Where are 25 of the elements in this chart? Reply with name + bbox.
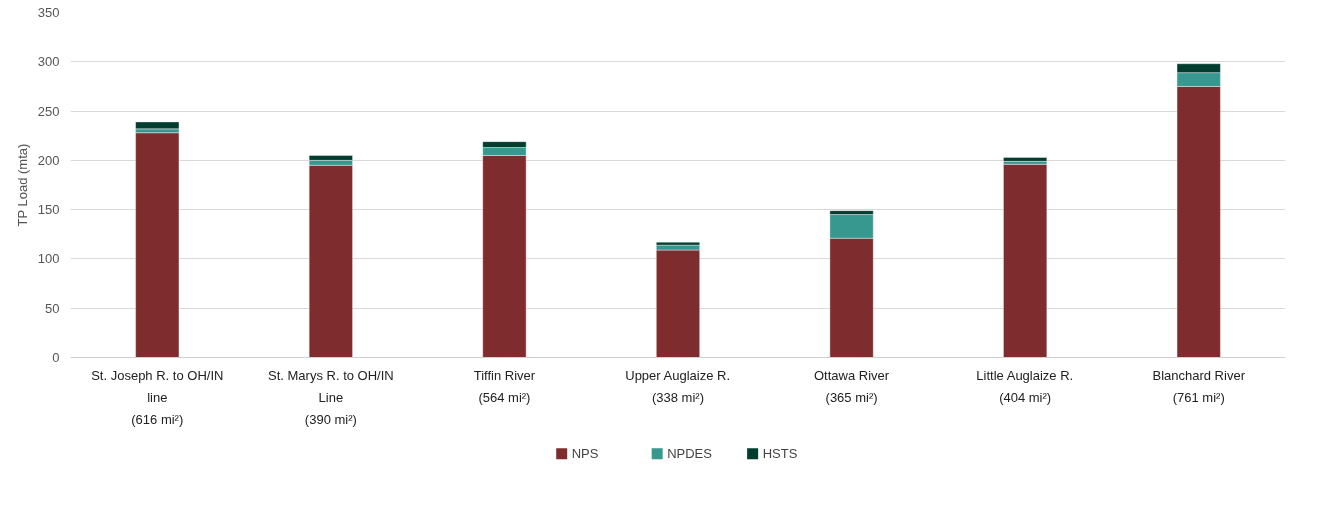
x-tick-label: Upper Auglaize R. (338 mi²): [625, 368, 731, 406]
legend-label: HSTS: [762, 446, 798, 462]
y-tick-label: 250: [37, 103, 60, 119]
legend-label: NPDES: [667, 446, 713, 462]
x-tick-label: Little Auglaize R. (404 mi²): [976, 368, 1074, 406]
bar: [1002, 156, 1048, 162]
y-tick-label: 150: [37, 202, 60, 218]
y-axis-title: TP Load (mta): [14, 143, 30, 227]
legend-label: NPS: [571, 446, 599, 462]
y-tick-label: 300: [37, 54, 60, 70]
bar: [655, 249, 701, 358]
y-tick-label: 50: [45, 300, 60, 316]
x-tick-label: Blanchard River (761 mi²): [1152, 368, 1246, 406]
x-tick-label: Ottawa River (365 mi²): [814, 368, 890, 406]
y-tick-label: 200: [37, 152, 60, 168]
x-tick-label: St. Marys R. to OH/IN Line (390 mi²): [268, 368, 394, 427]
bar: [1002, 163, 1048, 358]
y-tick-label: 0: [52, 350, 60, 365]
bar: [308, 164, 354, 358]
x-tick-label: Tiffin River (564 mi²): [473, 368, 536, 406]
bar: [135, 132, 180, 358]
x-tick-label: St. Joseph R. to OH/IN line (616 mi²): [91, 368, 224, 427]
y-tick-label: 100: [37, 251, 60, 267]
bar: [135, 121, 180, 130]
y-tick-label: 350: [37, 5, 60, 20]
